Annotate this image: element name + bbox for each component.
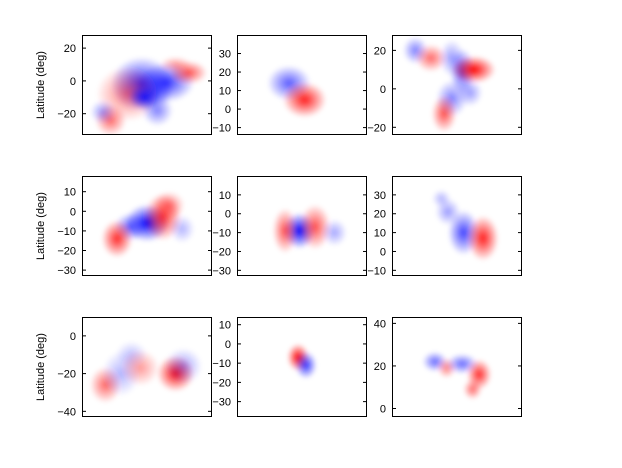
heatmap-field: [432, 189, 499, 261]
y-tick-label: −10: [212, 358, 231, 370]
y-axis-label: Latitude (deg): [35, 333, 47, 401]
y-tick-label: 0: [70, 331, 76, 343]
y-tick-label: −30: [57, 265, 76, 277]
heatmap-field: [272, 204, 347, 254]
plot-frame: [237, 176, 367, 276]
y-tick-label: 30: [219, 49, 231, 61]
y-tick-label: 30: [374, 190, 386, 202]
positive-anomaly: [457, 78, 483, 107]
positive-anomaly: [90, 100, 116, 124]
positive-anomaly: [141, 94, 173, 127]
y-tick-label: −10: [367, 265, 386, 277]
subplot-2: 30 20 10 0 −10: [212, 35, 367, 135]
plot-frame: [82, 317, 212, 417]
y-axis-label: Latitude (deg): [35, 192, 47, 260]
y-tick-label: 10: [64, 187, 76, 199]
y-tick-label: −20: [212, 377, 231, 389]
y-axis-label: Latitude (deg): [35, 51, 47, 119]
y-tick-label: 20: [374, 209, 386, 221]
y-tick-label: 0: [225, 339, 231, 351]
subplot-8: 10 0 −10 −20 −30: [212, 317, 367, 417]
y-tick-label: 10: [374, 228, 386, 240]
y-tick-label: 10: [219, 86, 231, 98]
subplot-7: 0 −20 −40 Latitude (deg): [35, 317, 212, 418]
y-tick-label: 40: [374, 318, 386, 330]
y-tick-label: 0: [225, 209, 231, 221]
y-tick-label: 10: [219, 190, 231, 202]
y-tick-label: −20: [367, 122, 386, 134]
negative-anomaly: [415, 44, 447, 72]
y-tick-label: 10: [219, 320, 231, 332]
heatmap-field: [89, 341, 203, 404]
subplot-6: 30 20 10 0 −10: [367, 176, 522, 277]
negative-anomaly: [153, 191, 185, 220]
plot-frame: [237, 35, 367, 135]
y-tick-label: 0: [225, 104, 231, 116]
negative-anomaly: [160, 56, 192, 73]
negative-anomaly: [431, 95, 457, 133]
subplot-3: 20 0 −20: [367, 35, 522, 135]
heatmap-field: [287, 343, 317, 379]
plot-frame: [392, 317, 522, 417]
subplot-9: 40 20 0: [374, 317, 522, 417]
y-tick-label: 0: [70, 76, 76, 88]
y-tick-label: 0: [380, 246, 386, 258]
negative-anomaly: [299, 204, 331, 250]
subplot-4: 10 0 −10 −20 −30 Latitude (deg): [35, 176, 212, 277]
y-tick-label: 0: [380, 84, 386, 96]
heatmap-field: [90, 56, 208, 135]
y-tick-label: 0: [380, 403, 386, 415]
positive-anomaly: [322, 219, 347, 247]
plot-frame: [237, 317, 367, 417]
plot-frame: [82, 176, 212, 276]
y-tick-label: −20: [57, 246, 76, 258]
y-tick-label: −10: [57, 226, 76, 238]
y-tick-label: 20: [64, 43, 76, 55]
plot-frame: [392, 176, 522, 276]
positive-anomaly: [164, 347, 203, 385]
y-tick-label: −20: [57, 109, 76, 121]
plot-frame: [82, 35, 212, 135]
subplot-5: 10 0 −10 −20 −30: [212, 176, 367, 277]
y-tick-label: 0: [70, 206, 76, 218]
negative-anomaly: [121, 349, 160, 387]
negative-anomaly: [101, 219, 133, 258]
negative-anomaly: [282, 82, 327, 118]
y-tick-label: 20: [374, 45, 386, 57]
y-tick-label: −30: [212, 397, 231, 409]
heatmap-field: [267, 65, 327, 118]
y-tick-label: −10: [212, 228, 231, 240]
negative-anomaly: [272, 208, 298, 254]
y-tick-label: 20: [374, 361, 386, 373]
positive-anomaly: [432, 189, 451, 208]
negative-anomaly: [467, 215, 499, 261]
y-tick-label: −20: [212, 246, 231, 258]
y-tick-label: −10: [212, 123, 231, 135]
heatmap-field: [422, 351, 492, 400]
positive-anomaly: [294, 351, 317, 379]
subplot-1: 20 0 −20 Latitude (deg): [35, 35, 212, 135]
heatmap-field: [101, 191, 195, 258]
y-tick-label: −40: [57, 406, 76, 418]
plot-frame: [392, 35, 522, 135]
positive-anomaly: [169, 214, 195, 244]
negative-anomaly: [452, 55, 496, 84]
y-tick-label: −20: [57, 369, 76, 381]
y-tick-label: −30: [212, 265, 231, 277]
negative-anomaly: [463, 379, 482, 400]
y-tick-label: 20: [219, 67, 231, 79]
heatmap-field: [402, 36, 496, 133]
